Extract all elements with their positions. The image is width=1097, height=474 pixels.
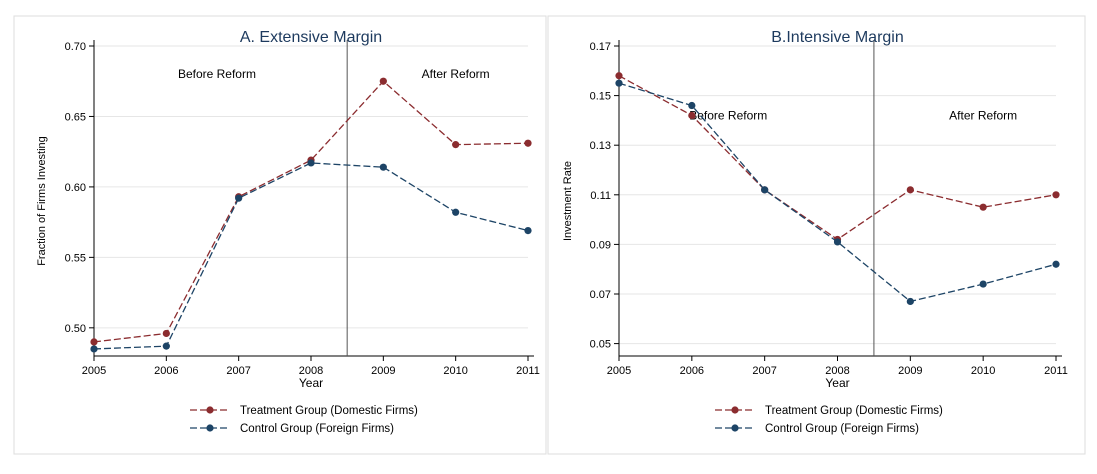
legend-marker bbox=[731, 424, 739, 432]
legend-label: Treatment Group (Domestic Firms) bbox=[240, 405, 418, 417]
data-point-control bbox=[761, 186, 769, 194]
x-tick-label: 2009 bbox=[898, 365, 922, 377]
y-tick-label: 0.15 bbox=[590, 91, 611, 103]
data-point-treatment bbox=[90, 338, 98, 346]
data-point-treatment bbox=[452, 141, 460, 149]
x-tick-label: 2006 bbox=[680, 365, 704, 377]
x-tick-label: 2011 bbox=[1044, 365, 1068, 377]
data-point-treatment bbox=[379, 77, 387, 85]
chart-panel-1: 0.50 0.55 0.60 0.65 0.70 2005 2006 2007 2008 2009… bbox=[13, 15, 547, 455]
annotation-label: Before Reform bbox=[689, 108, 767, 122]
data-point-treatment bbox=[906, 186, 914, 194]
legend: Treatment Group (Domestic Firms) Control … bbox=[715, 405, 943, 435]
x-tick-label: 2006 bbox=[154, 365, 178, 377]
legend: Treatment Group (Domestic Firms) Control … bbox=[190, 405, 418, 435]
data-point-control bbox=[379, 163, 387, 171]
annotation-label: After Reform bbox=[949, 108, 1017, 122]
x-tick-label: 2008 bbox=[825, 365, 849, 377]
data-point-control bbox=[524, 226, 532, 235]
legend-label: Treatment Group (Domestic Firms) bbox=[765, 405, 943, 417]
x-tick-label: 2008 bbox=[299, 365, 323, 377]
y-tick-label: 0.60 bbox=[65, 182, 86, 194]
data-point-control bbox=[833, 238, 842, 246]
legend-label: Control Group (Foreign Firms) bbox=[240, 423, 394, 435]
legend-label: Control Group (Foreign Firms) bbox=[765, 423, 919, 435]
x-tick-label: 2010 bbox=[443, 365, 467, 377]
panel-frame bbox=[547, 15, 1086, 455]
x-tick-label: 2009 bbox=[371, 365, 395, 377]
data-point-control bbox=[162, 342, 170, 350]
y-tick-label: 0.09 bbox=[590, 239, 611, 251]
x-tick-label: 2005 bbox=[82, 365, 106, 377]
data-point-control bbox=[615, 79, 623, 87]
y-tick-label: 0.17 bbox=[590, 41, 611, 53]
y-tick-label: 0.13 bbox=[590, 140, 611, 152]
annotation-label: After Reform bbox=[422, 67, 490, 81]
panel-frame bbox=[13, 15, 547, 455]
x-axis-label: Year bbox=[825, 376, 849, 390]
annotation-label: Before Reform bbox=[178, 67, 256, 81]
y-axis-label: Fraction of Firms Investing bbox=[36, 136, 48, 266]
y-tick-label: 0.11 bbox=[590, 190, 611, 202]
data-point-control bbox=[1052, 260, 1060, 268]
legend-marker bbox=[206, 406, 214, 414]
x-tick-label: 2010 bbox=[971, 365, 995, 377]
y-axis-label: Investment Rate bbox=[562, 161, 574, 241]
x-tick-label: 2007 bbox=[226, 365, 250, 377]
y-tick-label: 0.70 bbox=[65, 41, 86, 53]
data-point-treatment bbox=[615, 72, 623, 80]
data-point-treatment bbox=[979, 203, 987, 211]
legend-marker bbox=[731, 406, 739, 414]
data-point-control bbox=[90, 345, 98, 353]
y-tick-label: 0.50 bbox=[65, 323, 86, 335]
x-tick-label: 2005 bbox=[607, 365, 631, 377]
y-tick-label: 0.55 bbox=[65, 252, 86, 264]
chart-title: B.Intensive Margin bbox=[771, 29, 904, 46]
data-point-control bbox=[452, 208, 460, 216]
data-point-control bbox=[235, 194, 243, 202]
data-point-control bbox=[688, 101, 696, 110]
data-point-control bbox=[906, 297, 914, 306]
y-tick-label: 0.05 bbox=[590, 339, 611, 351]
x-axis-label: Year bbox=[299, 376, 323, 390]
legend-marker bbox=[206, 424, 214, 432]
data-point-treatment bbox=[688, 111, 696, 120]
y-tick-label: 0.65 bbox=[65, 111, 86, 123]
chart-title: A. Extensive Margin bbox=[240, 29, 382, 46]
data-point-control bbox=[307, 159, 315, 167]
chart-panel-2: 0.05 0.07 0.09 0.11 0.13 0.15 0.17 2005 2006 2007… bbox=[547, 15, 1086, 455]
x-tick-label: 2011 bbox=[516, 365, 540, 377]
data-point-treatment bbox=[524, 139, 532, 147]
data-point-control bbox=[979, 280, 987, 288]
y-tick-label: 0.07 bbox=[590, 289, 611, 301]
data-point-treatment bbox=[1052, 191, 1060, 199]
x-tick-label: 2007 bbox=[752, 365, 776, 377]
data-point-treatment bbox=[162, 329, 170, 338]
